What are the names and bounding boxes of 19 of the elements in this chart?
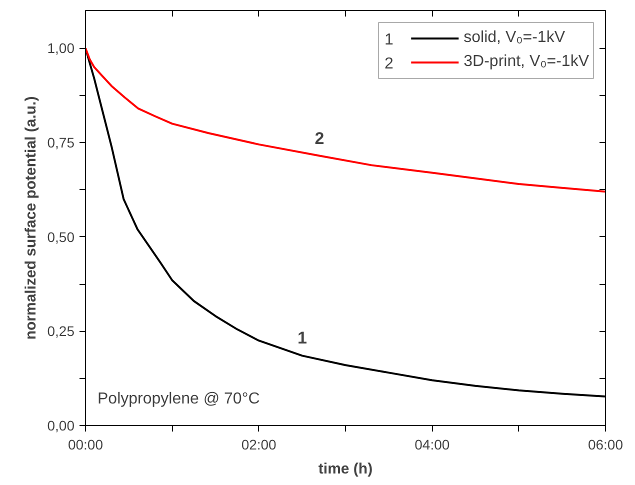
x-tick-label: 06:00 (588, 436, 624, 452)
legend-label: solid, V₀=-1kV (464, 28, 565, 48)
y-tick-label: 0,00 (47, 418, 75, 434)
y-axis-title: normalized surface potential (a.u.) (22, 96, 40, 340)
y-tick-label: 0,75 (47, 134, 75, 151)
x-tick-label: 00:00 (68, 436, 104, 452)
text: 1 (384, 32, 394, 48)
text: 2 (384, 56, 394, 72)
x-axis-title: time (h) (318, 460, 373, 478)
line-series (86, 47, 606, 193)
legend-label: 3D-print, V₀=-1kV (464, 52, 589, 72)
x-tick-label: 04:00 (414, 436, 450, 452)
annotation: Polypropylene @ 70°C (98, 390, 260, 408)
y-tick-label: 0,50 (47, 228, 75, 245)
x-tick-label: 02:00 (241, 436, 277, 452)
y-tick-label: 0,25 (47, 323, 75, 340)
annotation: 2 (314, 128, 324, 148)
y-tick-label: 1,00 (47, 40, 75, 56)
annotation: 1 (297, 328, 307, 348)
